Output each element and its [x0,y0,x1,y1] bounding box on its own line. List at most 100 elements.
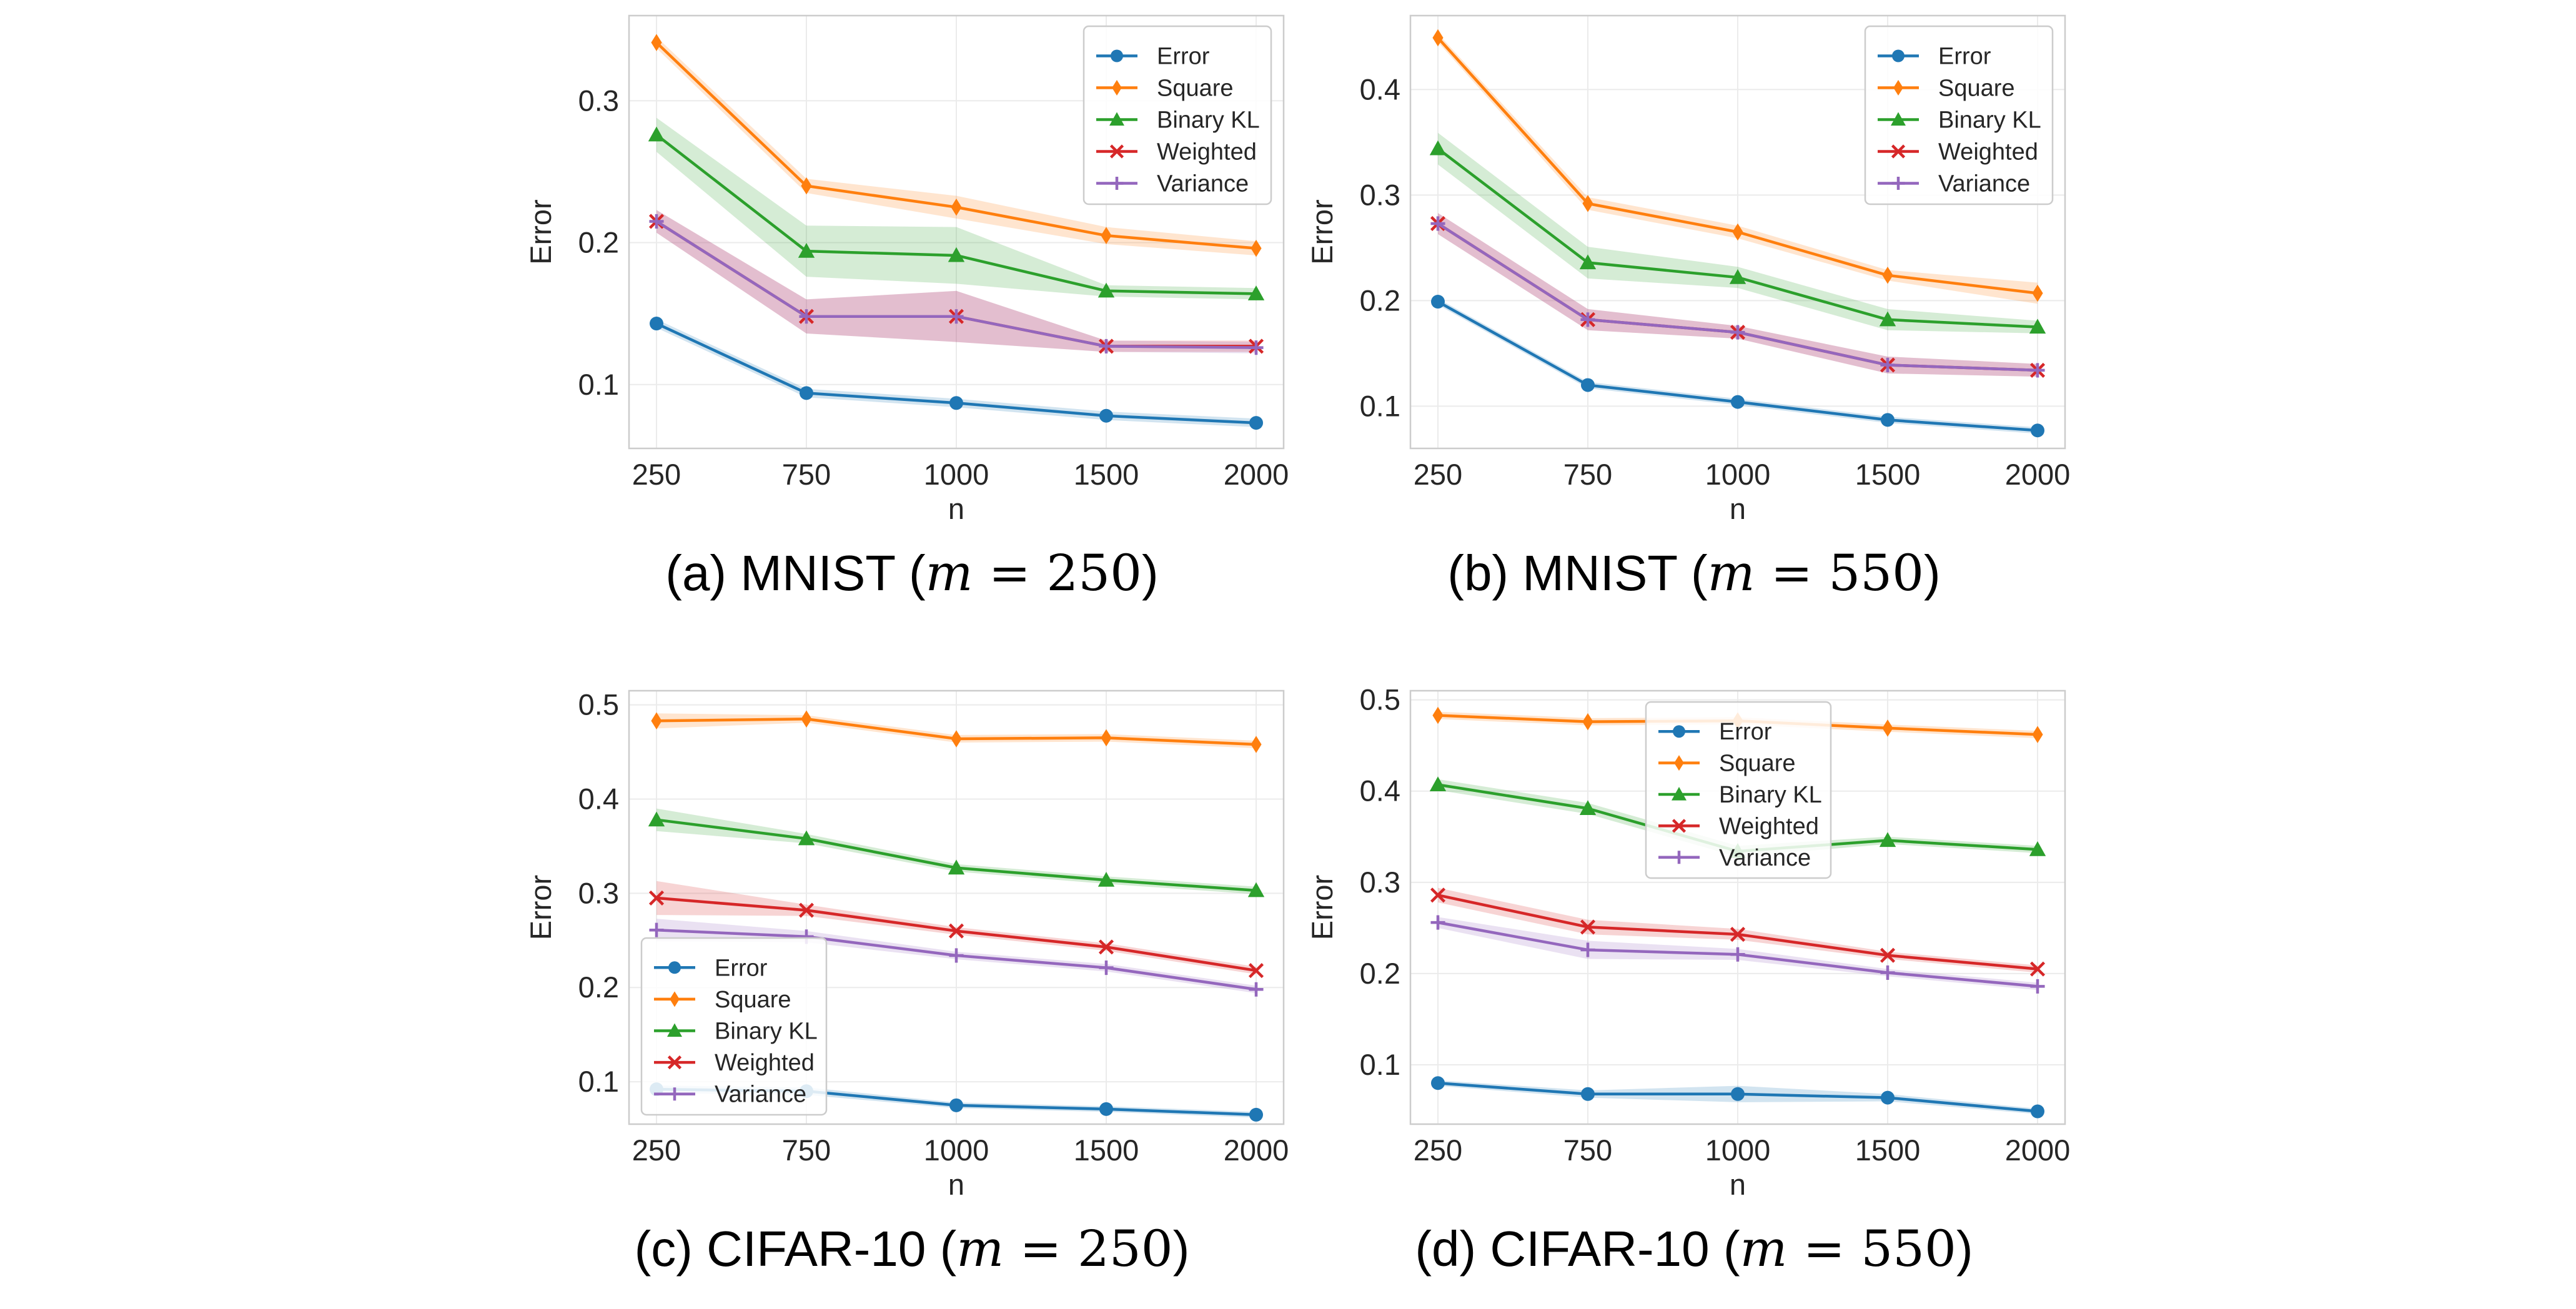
data-point-error [1099,408,1113,423]
data-point-binary-kl [1247,285,1265,300]
y-axis-label: Error [524,199,557,264]
data-point-square [1882,267,1893,284]
data-point-weighted [648,890,665,906]
y-tick-label: 0.3 [1360,178,1400,211]
plot-frame [1409,689,2066,1125]
x-tick-label: 1000 [1705,458,1771,491]
legend-label-variance: Variance [1719,845,1811,871]
x-tick-label: 1000 [1705,1134,1771,1167]
legend-label-binary-kl: Binary KL [715,1019,818,1045]
data-point-binary-kl [1879,832,1896,847]
data-point-weighted [1098,939,1114,955]
x-tick-label: 250 [1414,458,1462,491]
legend-marker-error [668,961,681,974]
data-point-square [1251,239,1262,257]
legend-label-variance: Variance [715,1082,806,1108]
y-tick-label: 0.4 [1360,72,1400,106]
data-point-error [1099,1102,1113,1116]
legend-marker-binary-kl [1109,112,1124,126]
x-tick-label: 1500 [1855,458,1921,491]
plot-frame [628,14,1285,450]
legend-label-square: Square [1719,751,1796,777]
x-tick-label: 1500 [1074,1134,1139,1167]
legend-marker-error [1673,725,1685,738]
data-point-binary-kl [1097,282,1115,298]
data-point-weighted [948,923,964,939]
data-point-weighted [798,902,815,918]
data-point-error [1581,1087,1595,1101]
legend-frame [1864,25,2054,205]
data-point-error [1731,395,1745,409]
data-point-error [1731,1087,1745,1101]
y-tick-label: 0.4 [1360,774,1400,808]
data-point-square [1101,729,1112,747]
legend-marker-error [1892,49,1905,62]
legend-label-square: Square [715,987,791,1013]
confidence-band-weighted [1438,887,2038,973]
data-point-error [1581,378,1595,392]
data-point-error [650,317,663,331]
data-point-error [1431,1076,1445,1090]
x-tick-label: 250 [632,1134,681,1167]
legend-marker-weighted [667,1055,682,1070]
legend: Error Square Binary KL Weighted Variance [640,937,828,1116]
x-tick-label: 1500 [1074,458,1139,491]
y-axis-label: Error [1305,199,1339,264]
y-tick-label: 0.5 [1360,683,1400,716]
data-point-error [1249,1107,1263,1122]
legend-marker-variance [1110,177,1124,190]
data-point-binary-kl [2029,841,2046,856]
data-point-square [1582,195,1593,212]
data-point-variance [2030,363,2045,378]
legend-marker-weighted [1672,819,1687,833]
legend-label-error: Error [1157,44,1210,70]
data-point-weighted [1430,887,1446,903]
legend-marker-variance [1891,177,1905,190]
legend-marker-binary-kl [1891,112,1906,126]
legend-label-error: Error [1938,44,1991,70]
data-point-binary-kl [1879,311,1896,327]
legend-marker-weighted [1109,144,1124,159]
legend-label-error: Error [1719,719,1772,745]
panel-caption: (a) MNIST (m = 250) [665,544,1158,602]
legend-marker-square [1893,80,1903,96]
data-point-binary-kl [648,811,665,827]
confidence-band-error [1438,298,2038,434]
chart-panel-2: 250 750 1000 1500 20000.10.20.30.4nErrorErro… [1305,14,2070,602]
data-point-error [949,396,963,410]
confidence-band-variance [1438,213,2038,377]
chart-panel-1: 250 750 1000 1500 2000 0.1 0.2 0.3 n Error Error Sq… [524,14,1289,602]
legend-marker-error [1111,49,1123,62]
data-point-square [801,710,812,728]
legend-frame [640,937,828,1116]
legend-marker-variance [1672,851,1686,864]
legend: Error Square Binary KL Weighted Variance [1864,25,2054,205]
data-point-variance [1580,312,1595,327]
legend-marker-square [1112,80,1122,96]
data-point-variance [649,922,664,937]
plot-frame [1409,14,2066,450]
legend-marker-binary-kl [667,1023,682,1037]
x-tick-label: 750 [782,458,831,491]
data-point-square [801,177,812,195]
data-point-error [949,1098,963,1112]
data-point-binary-kl [798,830,815,846]
data-point-error [2031,1104,2044,1119]
data-point-weighted [1580,919,1596,935]
legend-label-weighted: Weighted [1719,813,1819,839]
chart-panel-4: 250 750 1000 1500 20000.10.20.30.40.5nErrorE… [1305,683,2070,1278]
legend-label-weighted: Weighted [1157,139,1257,165]
x-tick-label: 1000 [924,458,989,491]
data-point-binary-kl [948,247,965,262]
legend-marker-variance [668,1087,681,1101]
data-point-variance [2030,979,2045,994]
x-axis-label: n [948,1168,964,1201]
y-tick-label: 0.1 [578,368,619,401]
data-point-square [951,198,962,216]
legend-label-error: Error [715,955,768,981]
confidence-band-weighted [656,881,1256,975]
y-tick-label: 0.4 [578,783,619,816]
y-axis-label: Error [524,875,557,940]
data-point-binary-kl [1429,776,1447,792]
y-tick-label: 0.5 [578,688,619,721]
